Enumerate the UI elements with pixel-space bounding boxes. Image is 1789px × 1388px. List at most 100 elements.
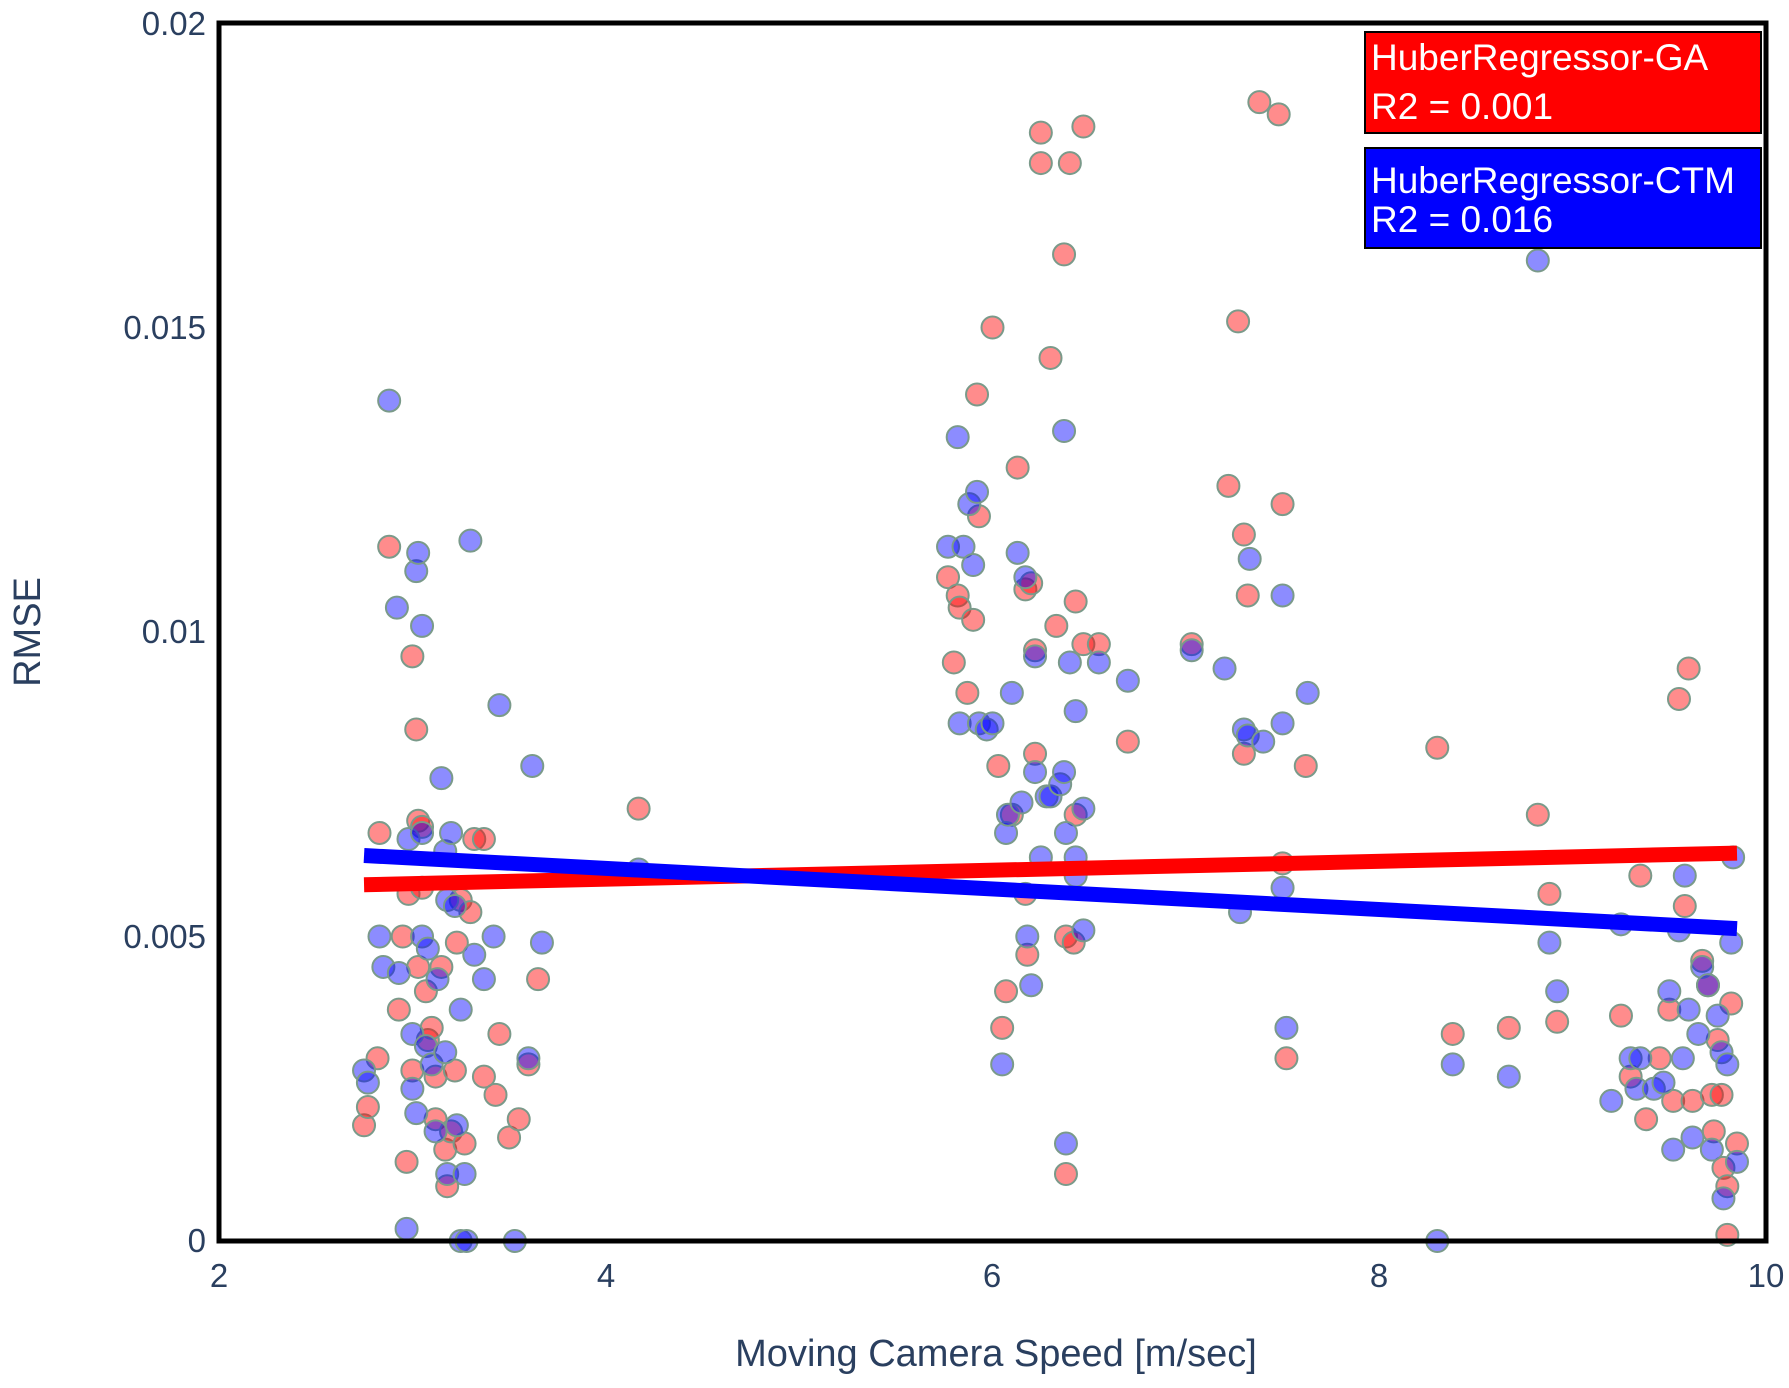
scatter-point-ga <box>941 650 966 675</box>
scatter-point-ga <box>386 997 411 1022</box>
scatter-point-ctm <box>1053 820 1078 845</box>
scatter-point-ga <box>355 1095 380 1120</box>
scatter-point-ctm <box>439 820 464 845</box>
scatter-point-ctm <box>433 1040 458 1065</box>
scatter-point-ga <box>1537 881 1562 906</box>
scatter-point-ga <box>994 979 1019 1004</box>
scatter-point-ctm <box>406 540 431 565</box>
legend-entry-ga: HuberRegressor-GA R2 = 0.001 <box>1364 31 1762 134</box>
scatter-point-ga <box>1023 638 1048 663</box>
scatter-point-ctm <box>1237 546 1262 571</box>
scatter-point-ga <box>1231 741 1256 766</box>
scatter-point-ctm <box>1690 954 1715 979</box>
scatter-point-ga <box>955 680 980 705</box>
scatter-point-ga <box>1634 1107 1659 1132</box>
legend: HuberRegressor-GA R2 = 0.001 HuberRegres… <box>1364 31 1762 249</box>
scatter-point-ctm <box>1680 1125 1705 1150</box>
scatter-point-ga <box>367 820 392 845</box>
scatter-point-ctm <box>1251 729 1276 754</box>
scatter-point-ga <box>966 504 991 529</box>
y-tick-label: 0.02 <box>142 5 206 42</box>
scatter-point-ctm <box>1672 863 1697 888</box>
scatter-point-ga <box>1657 997 1682 1022</box>
scatter-point-ctm <box>1009 790 1034 815</box>
scatter-point-ctm <box>425 967 450 992</box>
scatter-point-ga <box>1496 1015 1521 1040</box>
scatter-point-ga <box>1293 753 1318 778</box>
x-axis-ticks: 2 4 6 8 10 <box>210 1257 1785 1294</box>
scatter-point-ctm <box>1705 1003 1730 1028</box>
scatter-point-ga <box>1005 455 1030 480</box>
scatter-point-ctm <box>1624 1076 1649 1101</box>
scatter-point-ga <box>965 382 990 407</box>
scatter-point-ga <box>394 1149 419 1174</box>
scatter-point-ga <box>1545 1009 1570 1034</box>
y-tick-label: 0.01 <box>142 613 206 650</box>
scatter-point-ga <box>626 796 651 821</box>
scatter-point-ctm <box>1525 248 1550 273</box>
scatter-point-ga <box>980 315 1005 340</box>
x-tick-label: 8 <box>1370 1257 1388 1294</box>
scatter-point-ctm <box>1676 997 1701 1022</box>
scatter-point-ga <box>1028 151 1053 176</box>
scatter-point-ctm <box>386 961 411 986</box>
scatter-point-ga <box>1179 632 1204 657</box>
x-tick-label: 4 <box>597 1257 615 1294</box>
scatter-point-ctm <box>1295 680 1320 705</box>
scatter-point-ctm <box>404 559 429 584</box>
scatter-point-ctm <box>1013 565 1038 590</box>
scatter-point-ctm <box>520 753 545 778</box>
scatter-point-ga <box>945 583 970 608</box>
scatter-point-ctm <box>458 528 483 553</box>
scatter-point-ctm <box>1053 1131 1078 1156</box>
scatter-point-ctm <box>1071 796 1096 821</box>
scatter-point-ga <box>1052 242 1077 267</box>
scatter-point-ctm <box>384 595 409 620</box>
scatter-point-ga <box>442 1058 467 1083</box>
scatter-point-ga <box>444 930 469 955</box>
scatter-point-ctm <box>462 942 487 967</box>
scatter-point-ga <box>1115 729 1140 754</box>
scatter-point-ctm <box>1709 1040 1734 1065</box>
legend-entry-ctm: HuberRegressor-CTM R2 = 0.016 <box>1364 147 1762 249</box>
scatter-point-ga <box>1608 1003 1633 1028</box>
scatter-point-ga <box>1247 90 1272 115</box>
scatter-point-ctm <box>990 1052 1015 1077</box>
scatter-point-ga <box>1044 613 1069 638</box>
scatter-point-ga <box>1015 942 1040 967</box>
scatter-point-ga <box>462 827 487 852</box>
x-tick-label: 6 <box>983 1257 1001 1294</box>
scatter-point-ctm <box>1651 1070 1676 1095</box>
scatter-point-ctm <box>1599 1088 1624 1113</box>
scatter-point-ga <box>1061 930 1086 955</box>
scatter-point-ctm <box>377 388 402 413</box>
scatter-point-ga <box>1231 522 1256 547</box>
regression-line-ga <box>363 845 1738 893</box>
scatter-point-ga <box>352 1113 377 1138</box>
scatter-point-ga <box>471 827 496 852</box>
scatter-point-ctm <box>1052 419 1077 444</box>
scatter-point-ga <box>986 753 1011 778</box>
scatter-point-ctm <box>1699 1137 1724 1162</box>
scatter-point-ga <box>497 1125 522 1150</box>
scatter-point-ga <box>506 1107 531 1132</box>
scatter-point-ctm <box>1038 784 1063 809</box>
scatter-point-ctm <box>1661 1137 1686 1162</box>
scatter-point-ctm <box>1015 924 1040 949</box>
scatter-point-ga <box>487 1021 512 1046</box>
scatter-point-ctm <box>1270 583 1295 608</box>
scatter-point-ctm <box>400 1076 425 1101</box>
scatter-point-ctm <box>1715 1052 1740 1077</box>
x-tick-label: 10 <box>1748 1257 1785 1294</box>
scatter-point-ctm <box>945 425 970 450</box>
scatter-point-ctm <box>1270 875 1295 900</box>
scatter-point-ctm <box>435 1162 460 1187</box>
scatter-point-ctm <box>1086 650 1111 675</box>
y-tick-label: 0.005 <box>123 918 206 955</box>
scatter-point-ctm <box>961 553 986 578</box>
scatter-point-ga <box>1525 802 1550 827</box>
scatter-point-ga <box>1226 309 1251 334</box>
scatter-point-ga <box>1023 741 1048 766</box>
scatter-point-ctm <box>1274 1015 1299 1040</box>
scatter-point-ga <box>526 967 551 992</box>
